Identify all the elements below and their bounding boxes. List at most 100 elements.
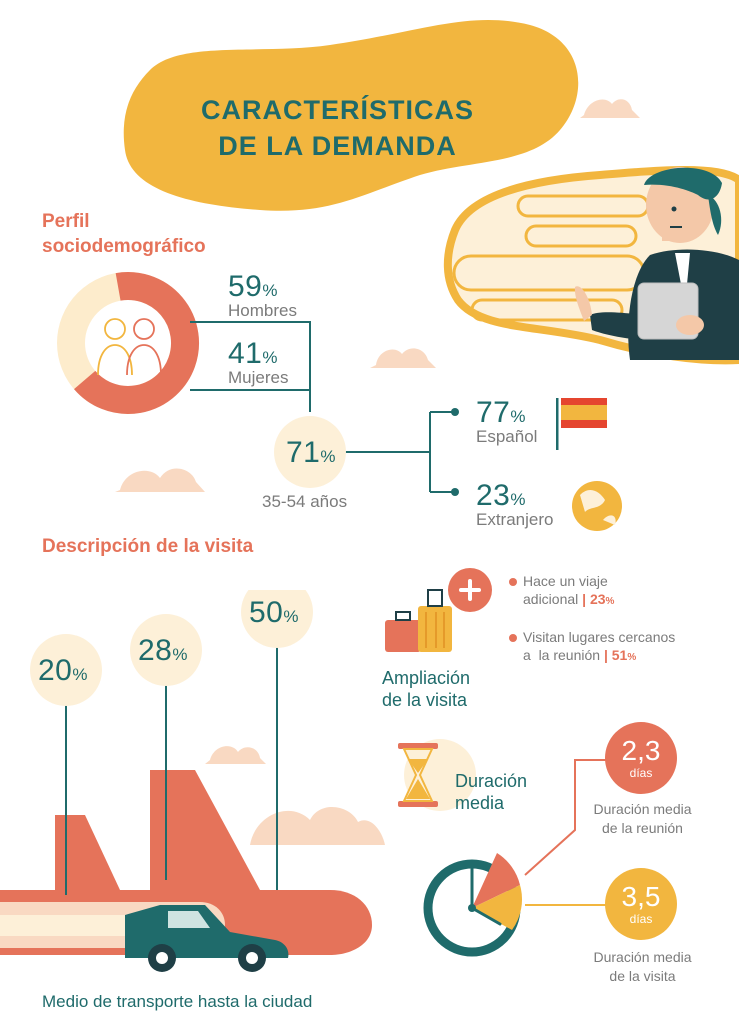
meeting-duration-label: Duración media de la reunión: [570, 800, 715, 838]
men-label: Hombres: [228, 301, 297, 320]
age-circle: [274, 416, 346, 488]
visit-duration-unit: días: [629, 912, 653, 926]
extension-bullet-1: Hace un viaje adicional | 23%: [523, 572, 614, 611]
separator: |: [582, 591, 587, 607]
duration-label-line1: Duración: [455, 771, 528, 791]
women-label: Mujeres: [228, 368, 289, 387]
transport-plane-percent: 50%: [249, 596, 299, 630]
extension-bullet-2-line1: Visitan lugares cercanos: [523, 629, 676, 645]
visit-duration-label-line1: Duración media: [593, 949, 692, 965]
bullet-dot: [509, 634, 517, 642]
percent-sign: %: [605, 596, 615, 607]
women-stat: 41% Mujeres: [228, 337, 288, 388]
bullet-dot: [509, 578, 517, 586]
globe-icon: [572, 481, 622, 531]
profile-heading-line2: sociodemográfico: [42, 236, 206, 257]
connector-men: [190, 321, 311, 412]
duration-label-line2: media: [455, 793, 505, 813]
page-title: CARACTERÍSTICAS DE LA DEMANDA: [150, 92, 525, 164]
visit-heading: Descripción de la visita: [42, 536, 254, 557]
cloud-decor: [580, 99, 640, 118]
transport-caption: Medio de transporte hasta la ciudad: [42, 992, 313, 1011]
train-icon: [55, 815, 120, 890]
percent-sign: %: [510, 407, 526, 426]
connector-spanish: [429, 411, 455, 493]
meeting-duration-number: 2,3: [621, 735, 661, 766]
visit-duration-circle: [605, 868, 677, 940]
title-blob: [123, 19, 579, 211]
age-label: 35-54 años: [262, 492, 348, 511]
men-percent: 59: [228, 270, 263, 303]
plane-percent-value: 50: [249, 596, 284, 629]
cloud-decor: [115, 468, 205, 492]
percent-sign: %: [262, 348, 278, 367]
donut-segment-men: [74, 272, 200, 414]
spain-flag-icon: [556, 398, 607, 450]
meeting-duration-label-line1: Duración media: [593, 801, 692, 817]
people-icon: [97, 318, 162, 376]
extension-bullet-2-value: 51: [611, 647, 628, 663]
foreign-percent: 23: [476, 479, 511, 512]
age-percent-value: 71: [286, 436, 321, 469]
connector-meeting: [524, 759, 610, 876]
extension-label-line1: Ampliación: [382, 668, 471, 688]
foreign-stat: 23% Extranjero: [476, 479, 553, 530]
profile-heading: Perfil sociodemográfico: [42, 209, 206, 259]
percent-sign: %: [283, 607, 299, 626]
transport-circle-train: [130, 614, 202, 686]
clock-illustration: [423, 722, 677, 957]
car-icon: [125, 905, 289, 972]
meeting-duration-value: 2,3 días: [605, 735, 677, 781]
luggage-illustration: [385, 568, 492, 652]
separator: |: [603, 647, 608, 663]
foreign-label: Extranjero: [476, 510, 554, 529]
meeting-duration-unit: días: [629, 766, 653, 780]
visit-duration-number: 3,5: [621, 881, 661, 912]
extension-bullet-1-value: 23: [589, 591, 606, 607]
visit-duration-value: 3,5 días: [605, 881, 677, 927]
visit-duration-label-line2: de la visita: [609, 968, 676, 984]
extension-bullet-2: Visitan lugares cercanos a la reunión | …: [523, 628, 675, 667]
hourglass-illustration: [398, 739, 476, 811]
meeting-duration-circle: [605, 722, 677, 794]
percent-sign: %: [510, 490, 526, 509]
transport-car-percent: 20%: [38, 654, 88, 688]
page-title-line2: DE LA DEMANDA: [218, 131, 457, 161]
suitcase-icon: [385, 589, 452, 652]
profile-heading-line1: Perfil: [42, 211, 90, 232]
cloud-decor: [250, 807, 385, 845]
transport-circle-car: [30, 634, 102, 706]
transport-circle-plane: [241, 590, 313, 648]
spanish-stat: 77% Español: [476, 396, 537, 447]
train-percent-value: 28: [138, 634, 173, 667]
extension-bullet-1-line1: Hace un viaje: [523, 573, 608, 589]
page-title-line1: CARACTERÍSTICAS: [200, 95, 474, 125]
extension-bullet-1-line2: adicional: [523, 591, 579, 607]
percent-sign: %: [320, 447, 336, 466]
spanish-percent: 77: [476, 396, 511, 429]
meeting-duration-label-line2: de la reunión: [602, 820, 683, 836]
percent-sign: %: [262, 281, 278, 300]
clock-icon: [423, 853, 523, 957]
spanish-label: Español: [476, 427, 538, 446]
age-percent: 71%: [286, 436, 336, 470]
hourglass-icon: [398, 743, 438, 807]
visit-duration-label: Duración media de la visita: [570, 948, 715, 986]
extension-bullet-2-line2: a la reunión: [523, 647, 601, 663]
extension-label-line2: de la visita: [382, 690, 468, 710]
extension-label: Ampliación de la visita: [382, 667, 470, 711]
presenter-illustration: [574, 167, 739, 360]
duration-label: Duración media: [455, 770, 527, 814]
percent-sign: %: [72, 665, 88, 684]
car-percent-value: 20: [38, 654, 73, 687]
percent-sign: %: [172, 645, 188, 664]
men-stat: 59% Hombres: [228, 270, 297, 321]
plane-icon: [150, 770, 260, 890]
cloud-decor: [370, 348, 436, 368]
cloud-decor: [205, 746, 266, 764]
women-percent: 41: [228, 337, 263, 370]
transport-illustration: [0, 590, 372, 972]
gender-donut-chart: [57, 272, 622, 531]
transport-train-percent: 28%: [138, 634, 188, 668]
percent-sign: %: [627, 652, 637, 663]
